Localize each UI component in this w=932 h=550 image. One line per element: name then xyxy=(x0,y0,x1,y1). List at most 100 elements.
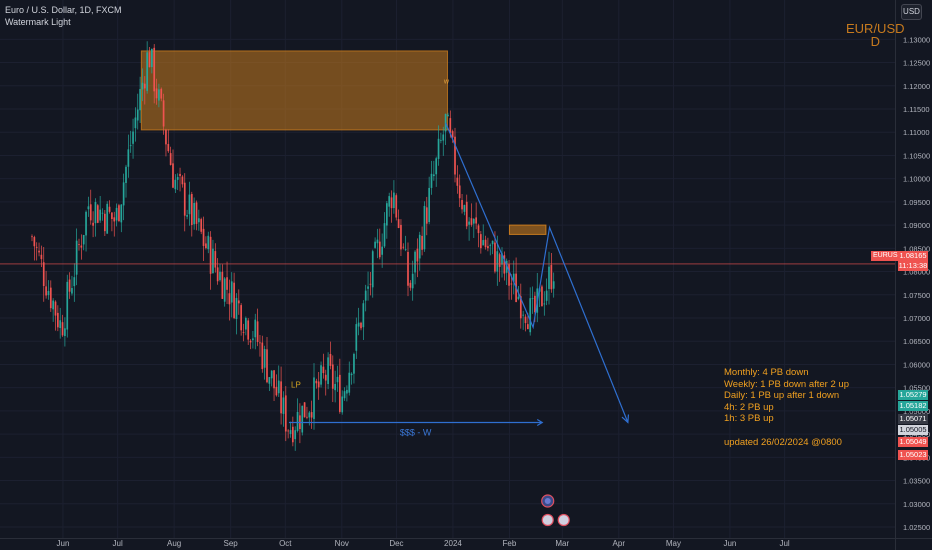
candle-body xyxy=(230,281,233,303)
currency-button[interactable]: USD xyxy=(901,4,922,20)
projection-path xyxy=(445,122,629,423)
candle-body xyxy=(395,195,398,218)
candle-body xyxy=(550,265,553,290)
candle-body xyxy=(202,228,205,246)
candle-body xyxy=(33,237,36,247)
candle-body xyxy=(268,377,271,384)
candle-body xyxy=(284,395,287,432)
candle-body xyxy=(106,203,109,234)
candle-body xyxy=(59,320,62,329)
candle-body xyxy=(545,290,548,301)
candle-body xyxy=(54,301,57,316)
x-tick-label: Oct xyxy=(279,539,292,548)
candle-body xyxy=(249,340,252,343)
candle-body xyxy=(346,389,348,394)
candle-body xyxy=(99,209,101,221)
candle-body xyxy=(296,411,299,431)
candle-body xyxy=(263,349,266,368)
candle-body xyxy=(165,129,167,145)
candle-body xyxy=(280,381,282,414)
candle-body xyxy=(113,217,116,222)
candle-body xyxy=(451,131,454,138)
candle-body xyxy=(242,332,245,333)
note-line: Monthly: 4 PB down xyxy=(724,367,809,378)
candle-body xyxy=(315,380,318,384)
candle-body xyxy=(221,271,224,299)
candle-body xyxy=(31,236,33,238)
candle-body xyxy=(487,246,489,249)
candle-body xyxy=(75,240,78,275)
candle-body xyxy=(71,288,73,294)
candle-body xyxy=(324,374,327,381)
candle-body xyxy=(519,296,522,319)
candle-body xyxy=(73,277,76,287)
candle-body xyxy=(200,219,203,232)
candle-body xyxy=(402,246,405,248)
candle-body xyxy=(552,281,555,289)
note-line: updated 26/02/2024 @0800 xyxy=(724,436,842,448)
candle-body xyxy=(491,240,494,245)
candle-body xyxy=(322,366,325,374)
x-tick-label: Jul xyxy=(113,539,123,548)
candle-body xyxy=(353,353,355,374)
candle-body xyxy=(390,197,393,209)
candle-body xyxy=(343,391,346,399)
candle-body xyxy=(212,248,214,274)
y-tick-label: 1.10000 xyxy=(903,175,930,184)
candle-body xyxy=(386,203,388,226)
y-tick-label: 1.06000 xyxy=(903,360,930,369)
y-tick-label: 1.07000 xyxy=(903,314,930,323)
candle-body xyxy=(381,246,383,255)
candle-body xyxy=(42,262,45,287)
candle-body xyxy=(270,370,273,379)
candle-body xyxy=(89,204,92,221)
candle-body xyxy=(475,217,477,224)
candle-body xyxy=(188,194,191,215)
candle-body xyxy=(259,342,261,344)
candle-body xyxy=(68,279,71,292)
candle-body xyxy=(158,89,160,101)
candle-body xyxy=(468,221,470,225)
last-price-tag: 1.08165 xyxy=(898,251,928,261)
candle-body xyxy=(275,386,278,396)
note-line: 4h: 2 PB up xyxy=(724,401,774,413)
x-tick-label: May xyxy=(666,539,681,548)
y-tick-label: 1.08000 xyxy=(903,268,930,277)
candle-body xyxy=(205,243,207,249)
liquidity-label: $$$ - W xyxy=(400,428,432,438)
candle-body xyxy=(148,52,151,68)
candle-body xyxy=(139,89,141,111)
x-tick-label: 2024 xyxy=(444,539,462,548)
chart-subtitle: Watermark Light xyxy=(5,17,71,27)
candle-body xyxy=(339,374,341,412)
candle-body xyxy=(472,218,475,224)
candle-body xyxy=(282,397,285,414)
candle-body xyxy=(489,244,492,246)
candle-body xyxy=(181,176,184,185)
candle-body xyxy=(454,136,456,175)
countdown-tag: 11:13:38 xyxy=(898,261,928,271)
candle-body xyxy=(480,234,482,249)
candle-body xyxy=(393,192,395,209)
candle-body xyxy=(531,298,534,300)
candle-body xyxy=(80,245,83,248)
candle-body xyxy=(482,240,485,246)
candle-body xyxy=(45,286,47,296)
price-tag-6: 1.05023 xyxy=(898,450,928,460)
candle-body xyxy=(127,149,130,167)
analysis-notes: Monthly: 4 PB down Weekly: 1 PB down afte… xyxy=(724,367,849,448)
candle-body xyxy=(101,212,104,214)
candle-body xyxy=(214,251,217,268)
candle-body xyxy=(512,273,515,282)
candle-body xyxy=(522,314,524,316)
lp-marker: LP xyxy=(291,381,301,390)
candle-body xyxy=(418,234,421,259)
candle-body xyxy=(524,316,527,324)
pair-label: EUR/USD D xyxy=(846,22,905,48)
candle-body xyxy=(484,239,487,248)
candle-body xyxy=(261,342,264,370)
candle-body xyxy=(510,283,513,285)
candle-body xyxy=(195,202,198,224)
x-tick-label: Nov xyxy=(335,539,349,548)
